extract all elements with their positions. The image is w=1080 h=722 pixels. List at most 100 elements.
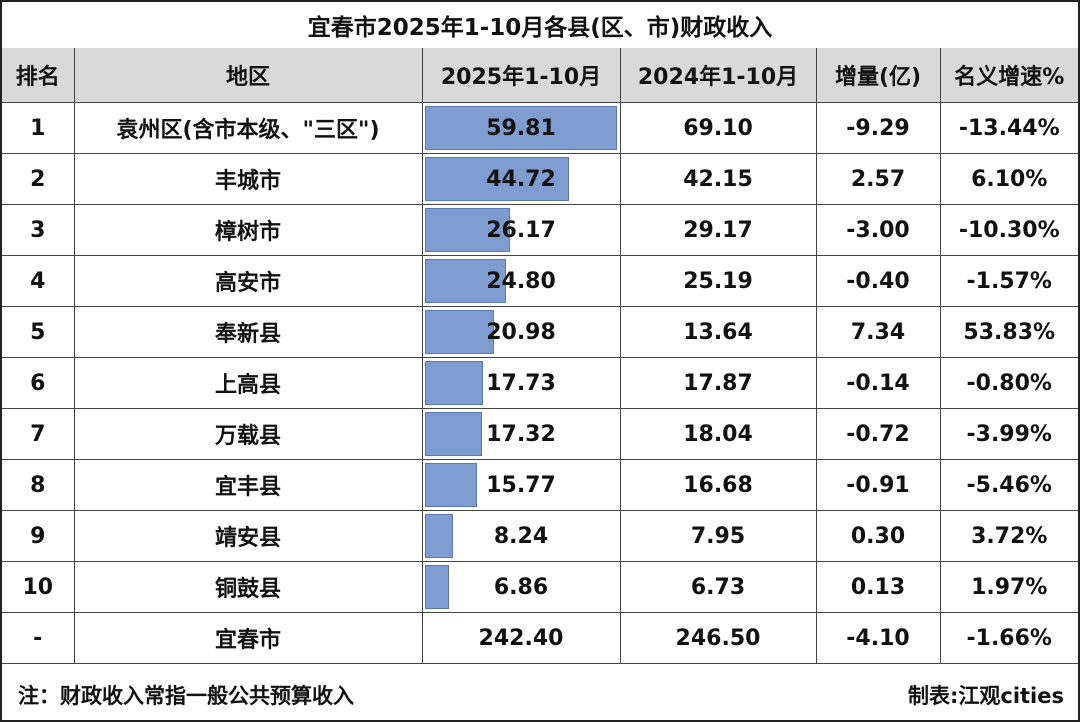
delta-cell: 0.13 — [815, 561, 941, 613]
growth-cell: 1.97% — [939, 561, 1078, 613]
region-cell: 樟树市 — [73, 204, 423, 256]
value-2024-cell: 42.15 — [619, 153, 817, 205]
header-region: 地区 — [73, 48, 423, 103]
value-2025-cell: 20.98 — [421, 306, 621, 358]
region-cell: 靖安县 — [73, 510, 423, 562]
value-2025-cell: 24.80 — [421, 255, 621, 307]
value-2024-cell: 13.64 — [619, 306, 817, 358]
table-row: 9 靖安县 8.24 7.95 0.30 3.72% — [2, 510, 1078, 562]
data-bar — [424, 412, 482, 456]
value-2025-cell: 17.32 — [421, 408, 621, 460]
revenue-table: 排名 地区 2025年1-10月 2024年1-10月 增量(亿) 名义增速% … — [2, 48, 1078, 664]
rank-cell: 4 — [2, 255, 75, 307]
growth-cell: -5.46% — [939, 459, 1078, 511]
delta-cell: 0.30 — [815, 510, 941, 562]
total-2024-cell: 246.50 — [619, 612, 817, 664]
data-label: 24.80 — [486, 268, 556, 294]
header-2024: 2024年1-10月 — [619, 48, 817, 103]
growth-cell: -10.30% — [939, 204, 1078, 256]
header-row: 排名 地区 2025年1-10月 2024年1-10月 增量(亿) 名义增速% — [2, 48, 1078, 103]
header-2025: 2025年1-10月 — [421, 48, 621, 103]
delta-cell: -3.00 — [815, 204, 941, 256]
growth-cell: 53.83% — [939, 306, 1078, 358]
table-row: 5 奉新县 20.98 13.64 7.34 53.83% — [2, 306, 1078, 358]
value-2025-cell: 17.73 — [421, 357, 621, 409]
region-cell: 铜鼓县 — [73, 561, 423, 613]
growth-cell: -1.57% — [939, 255, 1078, 307]
table-row: 1 袁州区(含市本级、"三区") 59.81 69.10 -9.29 -13.44% — [2, 102, 1078, 154]
region-cell: 宜丰县 — [73, 459, 423, 511]
table-row: 4 高安市 24.80 25.19 -0.40 -1.57% — [2, 255, 1078, 307]
data-label: 26.17 — [486, 217, 556, 243]
value-2024-cell: 16.68 — [619, 459, 817, 511]
value-2025-cell: 15.77 — [421, 459, 621, 511]
total-delta-cell: -4.10 — [815, 612, 941, 664]
growth-cell: -3.99% — [939, 408, 1078, 460]
region-cell: 袁州区(含市本级、"三区") — [73, 102, 423, 154]
value-2025-cell: 26.17 — [421, 204, 621, 256]
growth-cell: -13.44% — [939, 102, 1078, 154]
data-bar — [424, 361, 483, 405]
delta-cell: -0.40 — [815, 255, 941, 307]
table-row: 10 铜鼓县 6.86 6.73 0.13 1.97% — [2, 561, 1078, 613]
value-2024-cell: 17.87 — [619, 357, 817, 409]
delta-cell: -9.29 — [815, 102, 941, 154]
region-cell: 奉新县 — [73, 306, 423, 358]
value-2025-cell: 59.81 — [421, 102, 621, 154]
delta-cell: -0.72 — [815, 408, 941, 460]
growth-cell: -0.80% — [939, 357, 1078, 409]
footer-credit: 制表:江观cities — [907, 684, 1064, 708]
header-growth: 名义增速% — [939, 48, 1078, 103]
total-region-cell: 宜春市 — [73, 612, 423, 664]
total-growth-cell: -1.66% — [939, 612, 1078, 664]
delta-cell: 7.34 — [815, 306, 941, 358]
table-row: 7 万载县 17.32 18.04 -0.72 -3.99% — [2, 408, 1078, 460]
table-row: 8 宜丰县 15.77 16.68 -0.91 -5.46% — [2, 459, 1078, 511]
region-cell: 高安市 — [73, 255, 423, 307]
data-label: 6.86 — [493, 574, 549, 600]
data-label: 15.77 — [486, 472, 556, 498]
delta-cell: -0.14 — [815, 357, 941, 409]
region-cell: 万载县 — [73, 408, 423, 460]
growth-cell: 3.72% — [939, 510, 1078, 562]
rank-cell: 8 — [2, 459, 75, 511]
data-bar — [424, 106, 617, 150]
footer-note: 注：财政收入常指一般公共预算收入 — [18, 684, 354, 708]
header-rank: 排名 — [2, 48, 75, 103]
rank-cell: 2 — [2, 153, 75, 205]
total-row: - 宜春市 242.40 246.50 -4.10 -1.66% — [2, 612, 1078, 664]
value-2024-cell: 18.04 — [619, 408, 817, 460]
data-label: 59.81 — [486, 115, 556, 141]
data-label: 8.24 — [493, 523, 549, 549]
rank-cell: 7 — [2, 408, 75, 460]
value-2024-cell: 7.95 — [619, 510, 817, 562]
rank-cell: 6 — [2, 357, 75, 409]
total-2025-cell: 242.40 — [421, 612, 621, 664]
table-row: 2 丰城市 44.72 42.15 2.57 6.10% — [2, 153, 1078, 205]
rank-cell: 1 — [2, 102, 75, 154]
total-rank-cell: - — [2, 612, 75, 664]
growth-cell: 6.10% — [939, 153, 1078, 205]
value-2025-cell: 44.72 — [421, 153, 621, 205]
value-2025-cell: 8.24 — [421, 510, 621, 562]
data-bar — [424, 310, 494, 354]
value-2024-cell: 25.19 — [619, 255, 817, 307]
data-bar — [424, 208, 510, 252]
value-2024-cell: 29.17 — [619, 204, 817, 256]
data-label: 17.32 — [486, 421, 556, 447]
data-bar — [424, 565, 449, 609]
data-label: 17.73 — [486, 370, 556, 396]
rank-cell: 3 — [2, 204, 75, 256]
data-bar — [424, 463, 477, 507]
data-bar — [424, 259, 506, 303]
chart-title: 宜春市2025年1-10月各县(区、市)财政收入 — [2, 2, 1078, 49]
value-2024-cell: 69.10 — [619, 102, 817, 154]
region-cell: 上高县 — [73, 357, 423, 409]
data-bar — [424, 514, 453, 558]
rank-cell: 10 — [2, 561, 75, 613]
table-row: 6 上高县 17.73 17.87 -0.14 -0.80% — [2, 357, 1078, 409]
footer: 注：财政收入常指一般公共预算收入 制表:江观cities — [2, 670, 1078, 720]
data-label: 20.98 — [486, 319, 556, 345]
value-2025-cell: 6.86 — [421, 561, 621, 613]
